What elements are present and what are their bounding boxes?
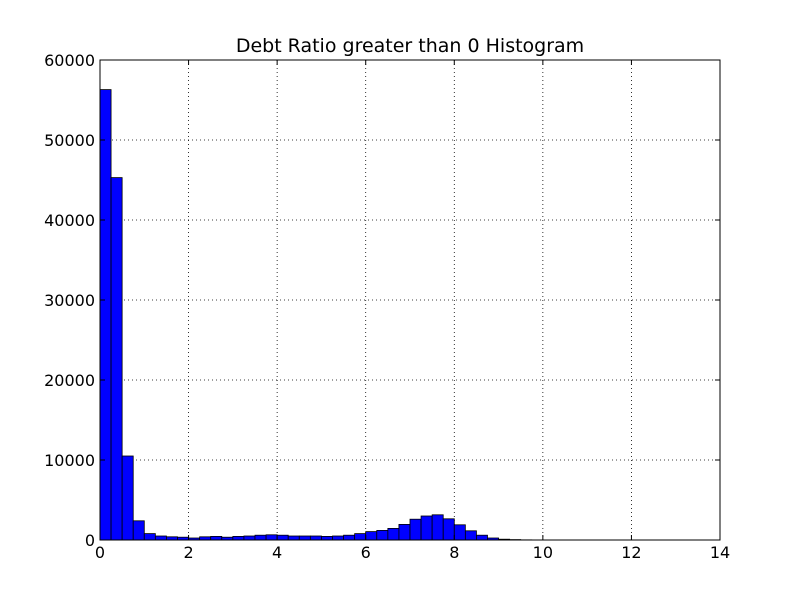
histogram-bar bbox=[476, 534, 488, 541]
y-tick-label: 30000 bbox=[44, 291, 95, 310]
histogram-bar bbox=[121, 455, 134, 541]
x-tick-label: 12 bbox=[621, 543, 641, 562]
histogram-bar bbox=[99, 89, 112, 541]
histogram-bars bbox=[99, 89, 666, 541]
histogram-bar bbox=[464, 530, 477, 541]
x-tick-label: 10 bbox=[533, 543, 553, 562]
histogram-bar bbox=[154, 535, 167, 541]
histogram-bar bbox=[265, 534, 278, 541]
histogram-bar bbox=[276, 534, 289, 541]
histogram-bar bbox=[442, 518, 455, 541]
histogram-bar bbox=[420, 515, 433, 541]
x-tick-label: 6 bbox=[361, 543, 371, 562]
histogram-bar bbox=[287, 535, 300, 541]
axis-ticks bbox=[99, 59, 721, 541]
y-tick-label: 0 bbox=[85, 531, 95, 550]
histogram-bar bbox=[332, 535, 344, 541]
histogram-bar bbox=[387, 528, 400, 541]
x-tick-label: 2 bbox=[183, 543, 193, 562]
histogram-bar bbox=[143, 533, 156, 541]
y-tick-label: 40000 bbox=[44, 211, 95, 230]
y-tick-label: 50000 bbox=[44, 131, 95, 150]
histogram-bar bbox=[321, 536, 333, 541]
x-tick-label: 14 bbox=[710, 543, 730, 562]
histogram-bar bbox=[343, 534, 356, 541]
histogram-bar bbox=[398, 524, 411, 541]
histogram-bar bbox=[110, 177, 123, 541]
histogram-bar bbox=[365, 531, 378, 541]
histogram-bar bbox=[254, 534, 267, 541]
x-tick-label: 4 bbox=[272, 543, 282, 562]
grid-lines bbox=[100, 60, 720, 540]
histogram-bar bbox=[132, 520, 145, 541]
y-tick-label: 10000 bbox=[44, 451, 95, 470]
histogram-bar bbox=[431, 514, 444, 541]
x-tick-label: 8 bbox=[449, 543, 459, 562]
histogram-bar bbox=[309, 535, 322, 541]
histogram-bar bbox=[453, 524, 466, 541]
tick-labels: 0 2 4 6 8 10 12 14 0 10000 20000 30000 40000 50000 600… bbox=[44, 51, 730, 562]
histogram-bar bbox=[376, 530, 389, 541]
histogram-bar bbox=[210, 536, 223, 541]
histogram-bar bbox=[243, 535, 256, 541]
histogram-bar bbox=[298, 535, 311, 541]
histogram-bar bbox=[354, 533, 367, 541]
chart-title: Debt Ratio greater than 0 Histogram bbox=[235, 35, 585, 57]
y-tick-label: 20000 bbox=[44, 371, 95, 390]
x-tick-label: 0 bbox=[95, 543, 105, 562]
y-tick-label: 60000 bbox=[44, 51, 95, 70]
histogram-bar bbox=[232, 536, 245, 541]
histogram-bar bbox=[409, 518, 422, 541]
